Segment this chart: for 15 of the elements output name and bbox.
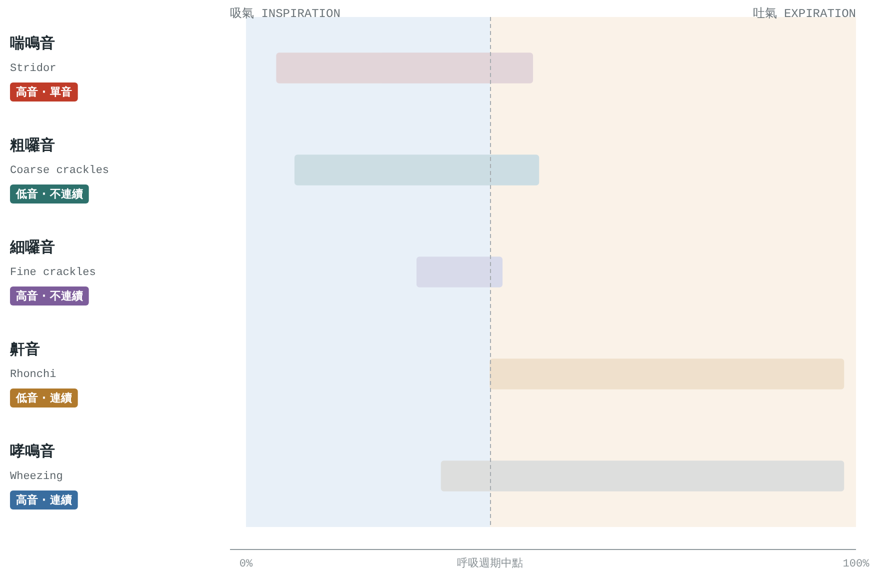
category-label: 喘鳴音 Stridor 高音 · 單音 bbox=[10, 36, 72, 98]
category-label: 粗囉音 Coarse crackles 低音 · 不連續 bbox=[10, 138, 110, 200]
band-label: 吐氣 EXPIRATION bbox=[752, 7, 856, 22]
band-label: 吸氣 INSPIRATION bbox=[230, 7, 340, 22]
bar bbox=[416, 256, 503, 288]
category-label: 細囉音 Fine crackles 高音 · 不連續 bbox=[10, 240, 96, 302]
x-tick-label: 呼吸週期中點 bbox=[457, 556, 523, 571]
bar bbox=[294, 154, 540, 186]
bar bbox=[490, 358, 844, 390]
x-tick-label: 0% bbox=[239, 558, 253, 571]
category-label: 鼾音 Rhonchi 低音 · 連續 bbox=[10, 342, 72, 404]
category-label: 哮鳴音 Wheezing 高音 · 連續 bbox=[10, 444, 72, 506]
bar bbox=[276, 52, 534, 84]
bar bbox=[440, 460, 844, 492]
x-tick-label: 100% bbox=[842, 558, 870, 571]
